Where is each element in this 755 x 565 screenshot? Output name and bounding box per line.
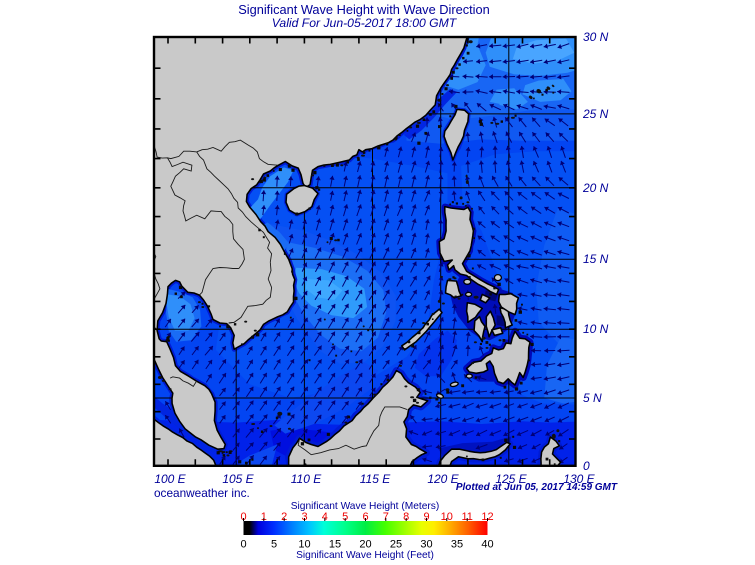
svg-text:30: 30 <box>420 539 432 551</box>
svg-text:3: 3 <box>301 511 307 523</box>
svg-text:12: 12 <box>481 511 493 523</box>
svg-text:1: 1 <box>261 511 267 523</box>
svg-text:120 E: 120 E <box>427 472 459 486</box>
svg-text:105 E: 105 E <box>222 472 254 486</box>
svg-text:5 N: 5 N <box>583 391 602 405</box>
svg-text:Significant Wave Height (Meter: Significant Wave Height (Meters) <box>291 501 440 512</box>
svg-text:10 N: 10 N <box>583 322 609 336</box>
svg-text:Valid For Jun-05-2017 18:00 GM: Valid For Jun-05-2017 18:00 GMT <box>272 16 458 30</box>
svg-text:25: 25 <box>390 539 402 551</box>
svg-text:2: 2 <box>281 511 287 523</box>
svg-text:20: 20 <box>359 539 371 551</box>
svg-text:40: 40 <box>481 539 493 551</box>
svg-text:15: 15 <box>329 539 341 551</box>
svg-text:11: 11 <box>461 511 472 523</box>
svg-text:8: 8 <box>403 511 409 523</box>
svg-text:6: 6 <box>362 511 368 523</box>
svg-text:30 N: 30 N <box>583 30 609 44</box>
svg-text:125 E: 125 E <box>495 472 527 486</box>
svg-text:35: 35 <box>451 539 463 551</box>
svg-text:0: 0 <box>240 511 246 523</box>
svg-text:130 E: 130 E <box>563 472 595 486</box>
svg-text:10: 10 <box>298 539 310 551</box>
svg-text:20 N: 20 N <box>582 181 609 195</box>
svg-text:oceanweather inc.: oceanweather inc. <box>154 486 250 500</box>
svg-text:7: 7 <box>383 511 389 523</box>
svg-text:10: 10 <box>441 511 453 523</box>
svg-text:Significant Wave Height with W: Significant Wave Height with Wave Direct… <box>238 2 490 17</box>
svg-text:0: 0 <box>240 539 246 551</box>
svg-text:5: 5 <box>271 539 277 551</box>
svg-text:100 E: 100 E <box>154 472 186 486</box>
svg-text:110 E: 110 E <box>291 472 322 486</box>
svg-text:9: 9 <box>423 511 429 523</box>
svg-text:15 N: 15 N <box>583 252 609 266</box>
svg-text:25 N: 25 N <box>582 107 609 121</box>
svg-text:4: 4 <box>322 511 328 523</box>
svg-text:Plotted at Jun 05, 2017 14:59: Plotted at Jun 05, 2017 14:59 GMT <box>456 482 618 493</box>
svg-text:5: 5 <box>342 511 348 523</box>
svg-text:115 E: 115 E <box>360 472 391 486</box>
svg-text:0: 0 <box>583 459 590 473</box>
svg-text:Significant Wave Height (Feet): Significant Wave Height (Feet) <box>296 550 434 560</box>
